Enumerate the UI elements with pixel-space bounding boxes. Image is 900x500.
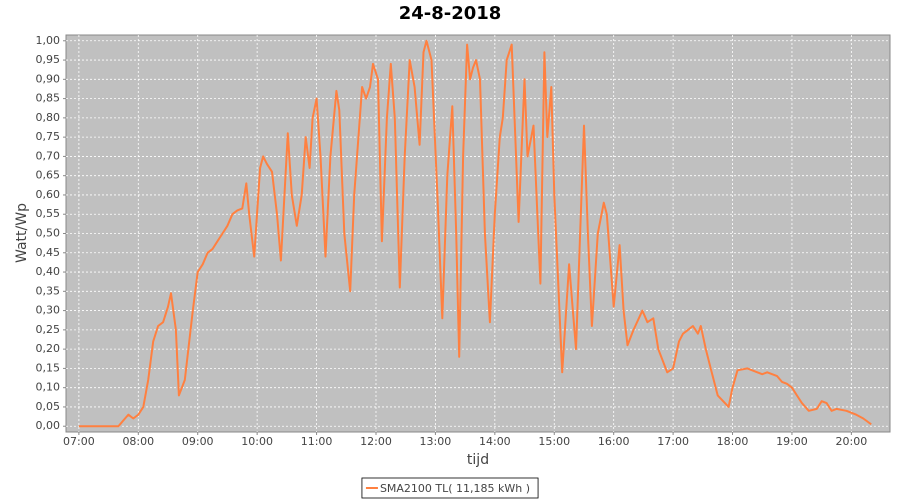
- y-tick-label: 0,90: [36, 72, 61, 85]
- y-tick-label: 0,60: [36, 188, 61, 201]
- y-tick-label: 0,65: [36, 169, 61, 182]
- x-tick-label: 11:00: [301, 435, 333, 448]
- x-axis-label: tijd: [467, 452, 489, 468]
- legend-label: SMA2100 TL( 11,185 kWh ): [380, 482, 530, 495]
- y-tick-label: 0,35: [36, 284, 61, 297]
- x-tick-label: 17:00: [657, 435, 689, 448]
- x-tick-label: 08:00: [122, 435, 154, 448]
- y-tick-label: 0,15: [36, 361, 61, 374]
- x-tick-label: 12:00: [360, 435, 392, 448]
- x-tick-label: 09:00: [182, 435, 214, 448]
- y-tick-label: 0,95: [36, 53, 61, 66]
- x-tick-label: 18:00: [717, 435, 749, 448]
- y-tick-label: 0,70: [36, 149, 61, 162]
- x-tick-label: 10:00: [241, 435, 273, 448]
- x-tick-label: 13:00: [420, 435, 452, 448]
- x-tick-label: 14:00: [479, 435, 511, 448]
- y-tick-label: 1,00: [36, 34, 61, 47]
- x-tick-label: 15:00: [538, 435, 570, 448]
- y-tick-label: 0,45: [36, 246, 61, 259]
- y-tick-label: 0,40: [36, 265, 61, 278]
- y-tick-label: 0,85: [36, 92, 61, 105]
- legend-box: [361, 477, 539, 499]
- x-tick-label: 20:00: [836, 435, 868, 448]
- y-tick-label: 0,00: [36, 419, 61, 432]
- data-line: [78, 39, 872, 428]
- y-tick-label: 0,20: [36, 342, 61, 355]
- x-tick-label: 07:00: [63, 435, 95, 448]
- y-tick-label: 0,80: [36, 111, 61, 124]
- chart-title: 24-8-2018: [399, 3, 502, 24]
- y-axis-label: Watt/Wp: [14, 203, 30, 263]
- y-tick-label: 0,75: [36, 130, 61, 143]
- y-tick-label: 0,55: [36, 207, 61, 220]
- x-tick-label: 19:00: [776, 435, 808, 448]
- y-tick-label: 0,05: [36, 400, 61, 413]
- y-tick-label: 0,50: [36, 227, 61, 240]
- x-tick-label: 16:00: [598, 435, 630, 448]
- y-tick-label: 0,30: [36, 304, 61, 317]
- y-tick-label: 0,10: [36, 381, 61, 394]
- y-tick-label: 0,25: [36, 323, 61, 336]
